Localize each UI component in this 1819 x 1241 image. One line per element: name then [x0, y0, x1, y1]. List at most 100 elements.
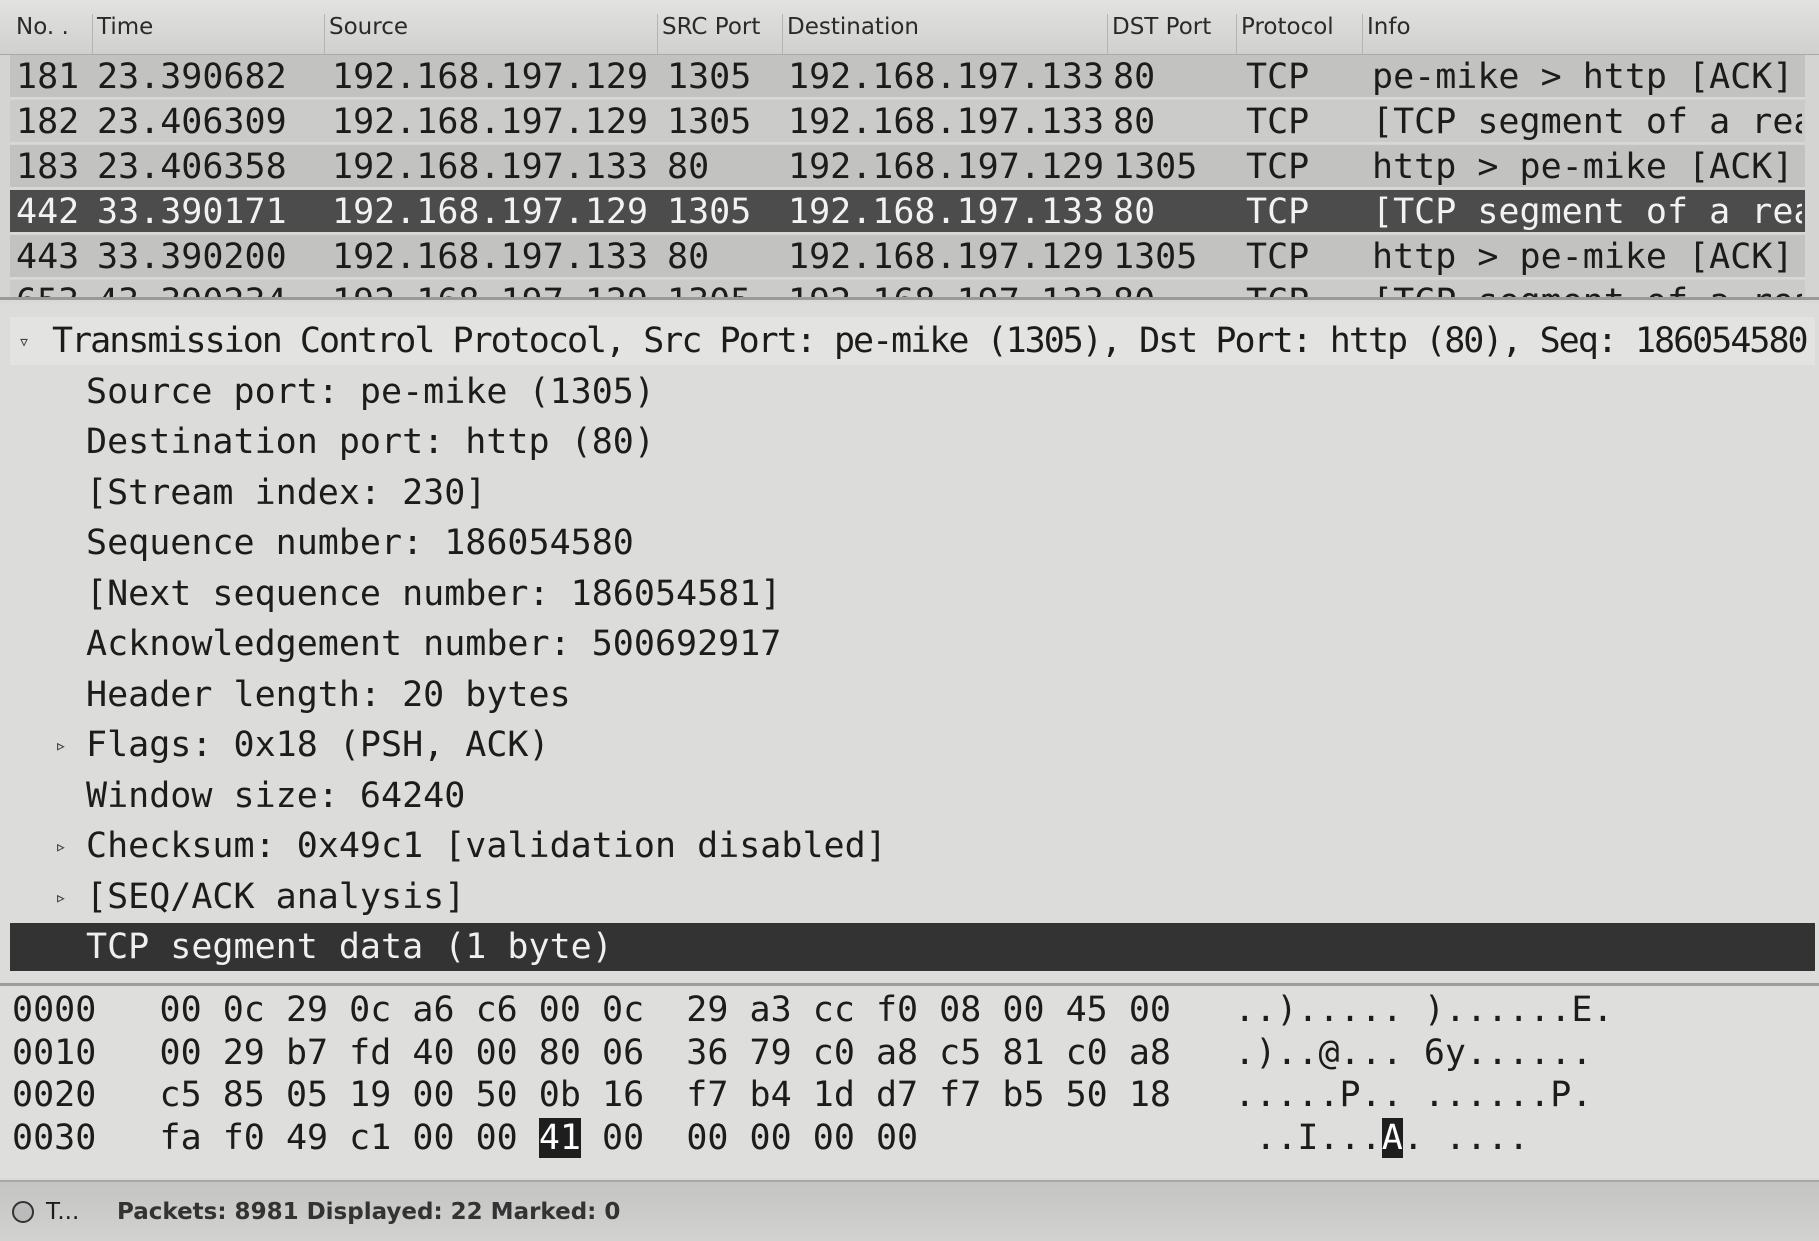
packet-proto-cell: TCP	[1246, 102, 1310, 142]
packet-dport-cell: 80	[1113, 192, 1156, 232]
tree-item[interactable]: Acknowledgement number: 500692917	[10, 620, 1815, 668]
packet-dport-cell: 1305	[1113, 147, 1198, 187]
expanded-triangle-icon[interactable]: ▿	[18, 329, 31, 353]
packet-no-cell: 443	[16, 237, 80, 277]
hex-ascii: . ....	[1402, 1118, 1530, 1158]
packet-no-cell: 183	[16, 147, 80, 187]
packet-no-cell: 442	[16, 192, 80, 232]
packet-list[interactable]: No. . Time Source SRC Port Destination D…	[0, 0, 1819, 300]
collapsed-triangle-icon[interactable]: ▹	[55, 733, 68, 757]
packet-dst-cell: 192.168.197.133	[788, 282, 1119, 297]
packet-dport-cell: 1305	[1113, 237, 1198, 277]
packet-row[interactable]: 442 33.390171 192.168.197.129 1305 192.168.1…	[10, 190, 1805, 234]
tree-item-label: Acknowledgement number: 500692917	[86, 624, 782, 664]
tree-item-label: [Next sequence number: 186054581]	[86, 573, 782, 614]
packet-src-cell: 192.168.197.133	[332, 147, 649, 187]
tree-item-label: Window size: 64240	[86, 775, 466, 816]
packet-no-cell: 181	[16, 57, 80, 97]
packet-dport-cell: 80	[1113, 57, 1156, 97]
tree-item[interactable]: ▹ Checksum: 0x49c1 [validation disabled]	[10, 822, 1815, 870]
packet-src-cell: 192.168.197.133	[332, 237, 649, 277]
tree-item[interactable]: Sequence number: 186054580	[10, 519, 1815, 567]
tree-item[interactable]: [Stream index: 230]	[10, 469, 1815, 517]
hex-row: 0020 c5 85 05 19 00 50 0b 16 f7 b4 1d d7…	[12, 1075, 1592, 1115]
expert-info-icon[interactable]	[12, 1201, 34, 1223]
column-src-port[interactable]: SRC Port	[657, 14, 760, 54]
tree-item-label: Header length: 20 bytes	[86, 674, 571, 715]
packet-sport-cell: 1305	[667, 102, 752, 142]
packet-dst-cell: 192.168.197.133	[788, 102, 1105, 142]
hex-ascii: .)..@... 6y......	[1234, 1033, 1593, 1073]
packet-proto-cell: TCP	[1246, 237, 1310, 277]
packet-info-cell: [TCP segment of a reassembled PDU]	[1372, 192, 1802, 232]
packet-src-cell: 192.168.197.129	[332, 282, 662, 297]
packet-time-cell: 43.390234	[97, 282, 337, 297]
collapsed-triangle-icon[interactable]: ▹	[55, 834, 68, 858]
packet-sport-cell: 80	[667, 237, 710, 277]
packet-dst-cell: 192.168.197.133	[788, 192, 1105, 232]
column-time[interactable]: Time	[92, 14, 153, 54]
packet-row[interactable]: 183 23.406358 192.168.197.133 80 192.168.197…	[10, 145, 1805, 189]
packet-no-cell: 182	[16, 102, 80, 142]
packet-time-cell: 23.390682	[97, 57, 287, 97]
column-dst-port[interactable]: DST Port	[1107, 14, 1211, 54]
tree-item-label: [Stream index: 230]	[86, 472, 487, 513]
packet-dst-cell: 192.168.197.133	[788, 57, 1105, 97]
packet-time-cell: 23.406358	[97, 147, 287, 187]
tree-item[interactable]: TCP segment data (1 byte)	[10, 923, 1815, 971]
hex-bytes: 00 00 00 00 00	[580, 1118, 919, 1158]
packet-src-cell: 192.168.197.129	[332, 192, 649, 232]
packet-row[interactable]: 65343.390234192.168.197.129 1305 192.168.1…	[10, 280, 1805, 297]
packet-row[interactable]: 181 23.390682 192.168.197.129 1305 192.168.1…	[10, 55, 1805, 99]
packet-time-cell: 33.390171	[97, 192, 287, 232]
profile-label[interactable]: T...	[46, 1199, 80, 1225]
tree-item[interactable]: Header length: 20 bytes	[10, 671, 1815, 719]
packet-proto-cell: TCP	[1246, 192, 1310, 232]
packet-src-cell: 192.168.197.129	[332, 102, 649, 142]
hex-bytes: 00 0c 29 0c a6 c6 00 0c 29 a3 cc f0 08 0…	[159, 990, 1171, 1030]
hex-bytes: 00 29 b7 fd 40 00 80 06 36 79 c0 a8 c5 8…	[159, 1033, 1171, 1073]
tree-item-label: Transmission Control Protocol, Src Port:…	[52, 321, 1809, 361]
hex-offset: 0020	[12, 1075, 97, 1115]
packet-counts: Packets: 8981 Displayed: 22 Marked: 0	[117, 1199, 621, 1225]
hex-ascii: .....P.. ......P.	[1234, 1075, 1593, 1115]
tree-item[interactable]: ▹ [SEQ/ACK analysis]	[10, 873, 1815, 921]
hex-ascii-highlighted[interactable]: A	[1381, 1118, 1403, 1158]
tree-item-label: Flags: 0x18 (PSH, ACK)	[86, 725, 550, 765]
collapsed-triangle-icon[interactable]: ▹	[55, 884, 68, 909]
packet-info-cell: pe-mike > http [ACK]	[1372, 57, 1794, 97]
packet-row[interactable]: 443 33.390200 192.168.197.133 80 192.168.197…	[10, 235, 1805, 279]
tree-item-label: Source port: pe-mike (1305)	[86, 371, 655, 412]
column-no[interactable]: No. .	[16, 14, 69, 40]
packet-details-tree[interactable]: ▿ Transmission Control Protocol, Src Port…	[0, 303, 1819, 983]
column-source[interactable]: Source	[324, 14, 408, 54]
packet-sport-cell: 1305	[667, 192, 752, 232]
tree-item[interactable]: Destination port: http (80)	[10, 418, 1815, 466]
hex-bytes: fa f0 49 c1 00 00	[159, 1118, 539, 1158]
packet-sport-cell: 80	[667, 147, 710, 187]
hex-row: 0010 00 29 b7 fd 40 00 80 06 36 79 c0 a8…	[12, 1033, 1592, 1073]
hex-ascii: ..)..... )......E.	[1234, 990, 1614, 1030]
column-destination[interactable]: Destination	[782, 14, 919, 54]
hex-row: 0000 00 0c 29 0c a6 c6 00 0c 29 a3 cc f0…	[12, 990, 1613, 1030]
packet-bytes-pane[interactable]: 0000 00 0c 29 0c a6 c6 00 0c 29 a3 cc f0…	[0, 983, 1819, 1178]
tree-item-label: TCP segment data (1 byte)	[86, 927, 613, 967]
tree-item[interactable]: Window size: 64240	[10, 772, 1815, 820]
tree-item[interactable]: Source port: pe-mike (1305)	[10, 368, 1815, 416]
packet-time-cell: 23.406309	[97, 102, 287, 142]
tree-item-label: Destination port: http (80)	[86, 422, 655, 462]
status-bar: T... Packets: 8981 Displayed: 22 Marked:…	[0, 1180, 1819, 1241]
tree-item[interactable]: ▹ Flags: 0x18 (PSH, ACK)	[10, 721, 1815, 769]
hex-bytes: c5 85 05 19 00 50 0b 16 f7 b4 1d d7 f7 b…	[159, 1075, 1171, 1115]
packet-dport-cell: 80	[1113, 282, 1233, 297]
tree-item[interactable]: [Next sequence number: 186054581]	[10, 570, 1815, 618]
tree-item-tcp[interactable]: ▿ Transmission Control Protocol, Src Port…	[10, 317, 1815, 365]
tree-item-label: [SEQ/ACK analysis]	[86, 876, 466, 917]
column-info[interactable]: Info	[1362, 14, 1411, 54]
tree-item-label: Checksum: 0x49c1 [validation disabled]	[86, 826, 887, 866]
hex-offset: 0030	[12, 1118, 97, 1158]
packet-info-cell: http > pe-mike [ACK]	[1372, 147, 1794, 187]
packet-row[interactable]: 182 23.406309 192.168.197.129 1305 192.168.1…	[10, 100, 1805, 144]
column-protocol[interactable]: Protocol	[1236, 14, 1334, 54]
hex-byte-highlighted[interactable]: 41	[538, 1118, 581, 1158]
